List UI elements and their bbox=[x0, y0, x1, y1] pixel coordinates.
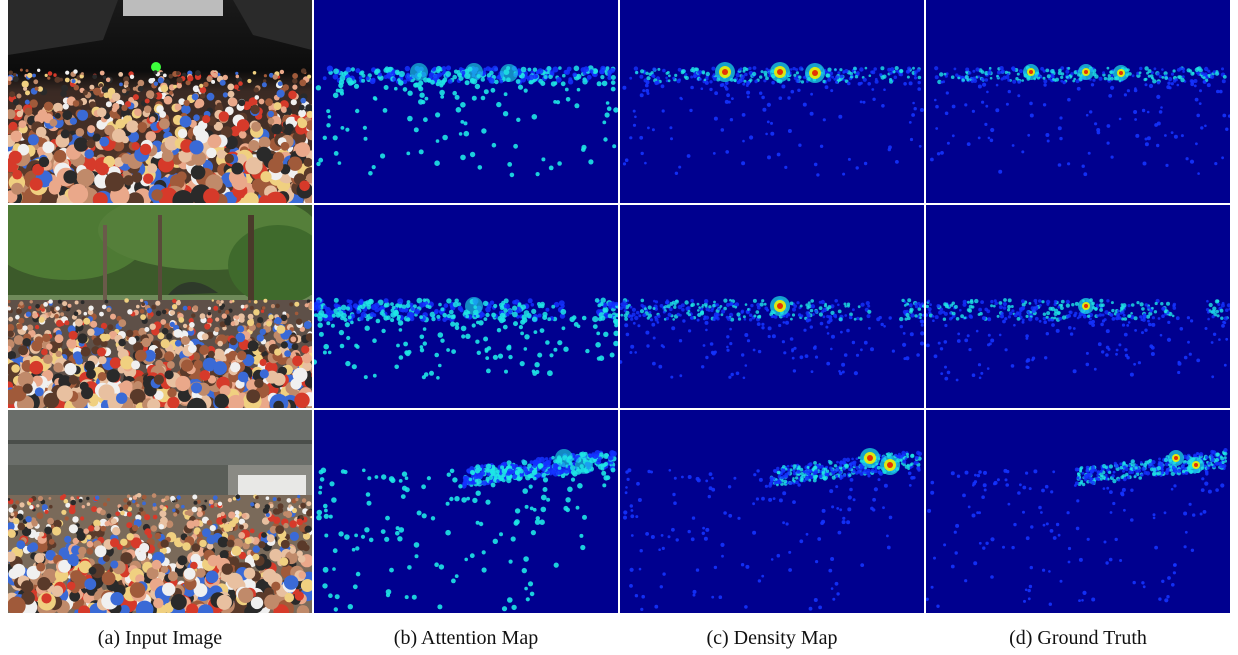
park-crowd-photo bbox=[8, 205, 312, 408]
caption-ground-truth: (d) Ground Truth bbox=[1009, 627, 1147, 649]
density-map-row-2 bbox=[620, 205, 924, 408]
attention-map-row-3 bbox=[314, 410, 618, 613]
ground-truth-row-1 bbox=[926, 0, 1230, 203]
attention-map-row-2 bbox=[314, 205, 618, 408]
courtyard-crowd-photo bbox=[8, 410, 312, 613]
caption-attention-map: (b) Attention Map bbox=[393, 627, 539, 649]
ground-truth-row-3 bbox=[926, 410, 1230, 613]
attention-map-row-1 bbox=[314, 0, 618, 203]
figure-grid bbox=[8, 0, 1230, 613]
caption-density-map: (c) Density Map bbox=[706, 627, 838, 649]
input-image-row-2 bbox=[8, 205, 312, 408]
density-map-row-3 bbox=[620, 410, 924, 613]
caption-input-image: (a) Input Image bbox=[97, 627, 223, 649]
input-image-row-1 bbox=[8, 0, 312, 203]
ground-truth-row-2 bbox=[926, 205, 1230, 408]
concert-crowd-photo bbox=[8, 0, 312, 203]
input-image-row-3 bbox=[8, 410, 312, 613]
density-map-row-1 bbox=[620, 0, 924, 203]
